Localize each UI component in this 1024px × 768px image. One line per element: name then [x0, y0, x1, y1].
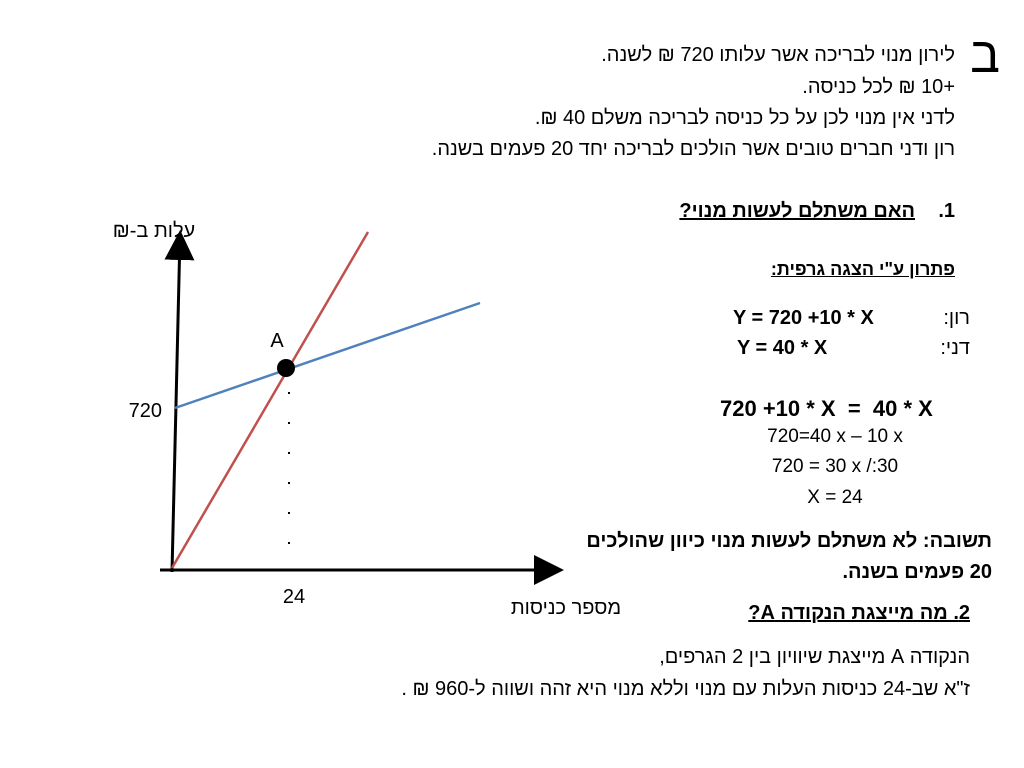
- step: 720=40 x – 10 x: [767, 426, 903, 447]
- answer-line: תשובה: לא משתלם לעשות מנוי כיוון שהולכים: [586, 530, 992, 552]
- intro-line: רון ודני חברים טובים אשר הולכים לבריכה י…: [431, 138, 955, 160]
- x-label: מספר כניסות: [511, 597, 621, 619]
- y-value: 720: [129, 400, 162, 422]
- equation: Y = 720 +10 * X: [733, 307, 874, 329]
- question: 2. מה מייצגת הנקודה A?: [748, 602, 970, 624]
- point-label: A: [270, 330, 284, 352]
- ron-line: [174, 301, 481, 410]
- equation-name: דני:: [940, 337, 970, 359]
- solution-title: פתרון ע"י הצגה גרפית:: [770, 259, 955, 279]
- dani-line: [170, 231, 370, 569]
- intro-line: לירון מנוי לבריכה אשר עלותו 720 ₪ לשנה.: [601, 44, 955, 66]
- answer-line: 20 פעמים בשנה.: [842, 561, 992, 583]
- intro-line: לדני אין מנוי לכן על כל כניסה לבריכה משל…: [534, 107, 955, 129]
- step: 720 = 30 x /:30: [771, 456, 899, 477]
- question: האם משתלם לעשות מנוי?: [679, 200, 915, 222]
- question-number: 1.: [938, 200, 955, 222]
- equation: Y = 40 * X: [737, 337, 828, 359]
- y-label: עלות ב-₪: [113, 220, 195, 242]
- answer-line: ז"א שב-24 כניסות העלות עם מנוי וללא מנוי…: [401, 678, 970, 700]
- equality: 720 +10 * X = 40 * X: [720, 396, 933, 421]
- equation-name: רון:: [943, 307, 970, 329]
- y-axis: [164, 230, 195, 573]
- answer-line: הנקודה A מייצגת שיוויון בין 2 הגרפים,: [659, 646, 970, 668]
- intro-line: +10 ₪ לכל כניסה.: [802, 76, 955, 98]
- section-letter: ב: [970, 27, 1000, 83]
- point-a: [277, 359, 295, 377]
- step: X = 24: [807, 487, 863, 508]
- x-value: 24: [283, 586, 305, 608]
